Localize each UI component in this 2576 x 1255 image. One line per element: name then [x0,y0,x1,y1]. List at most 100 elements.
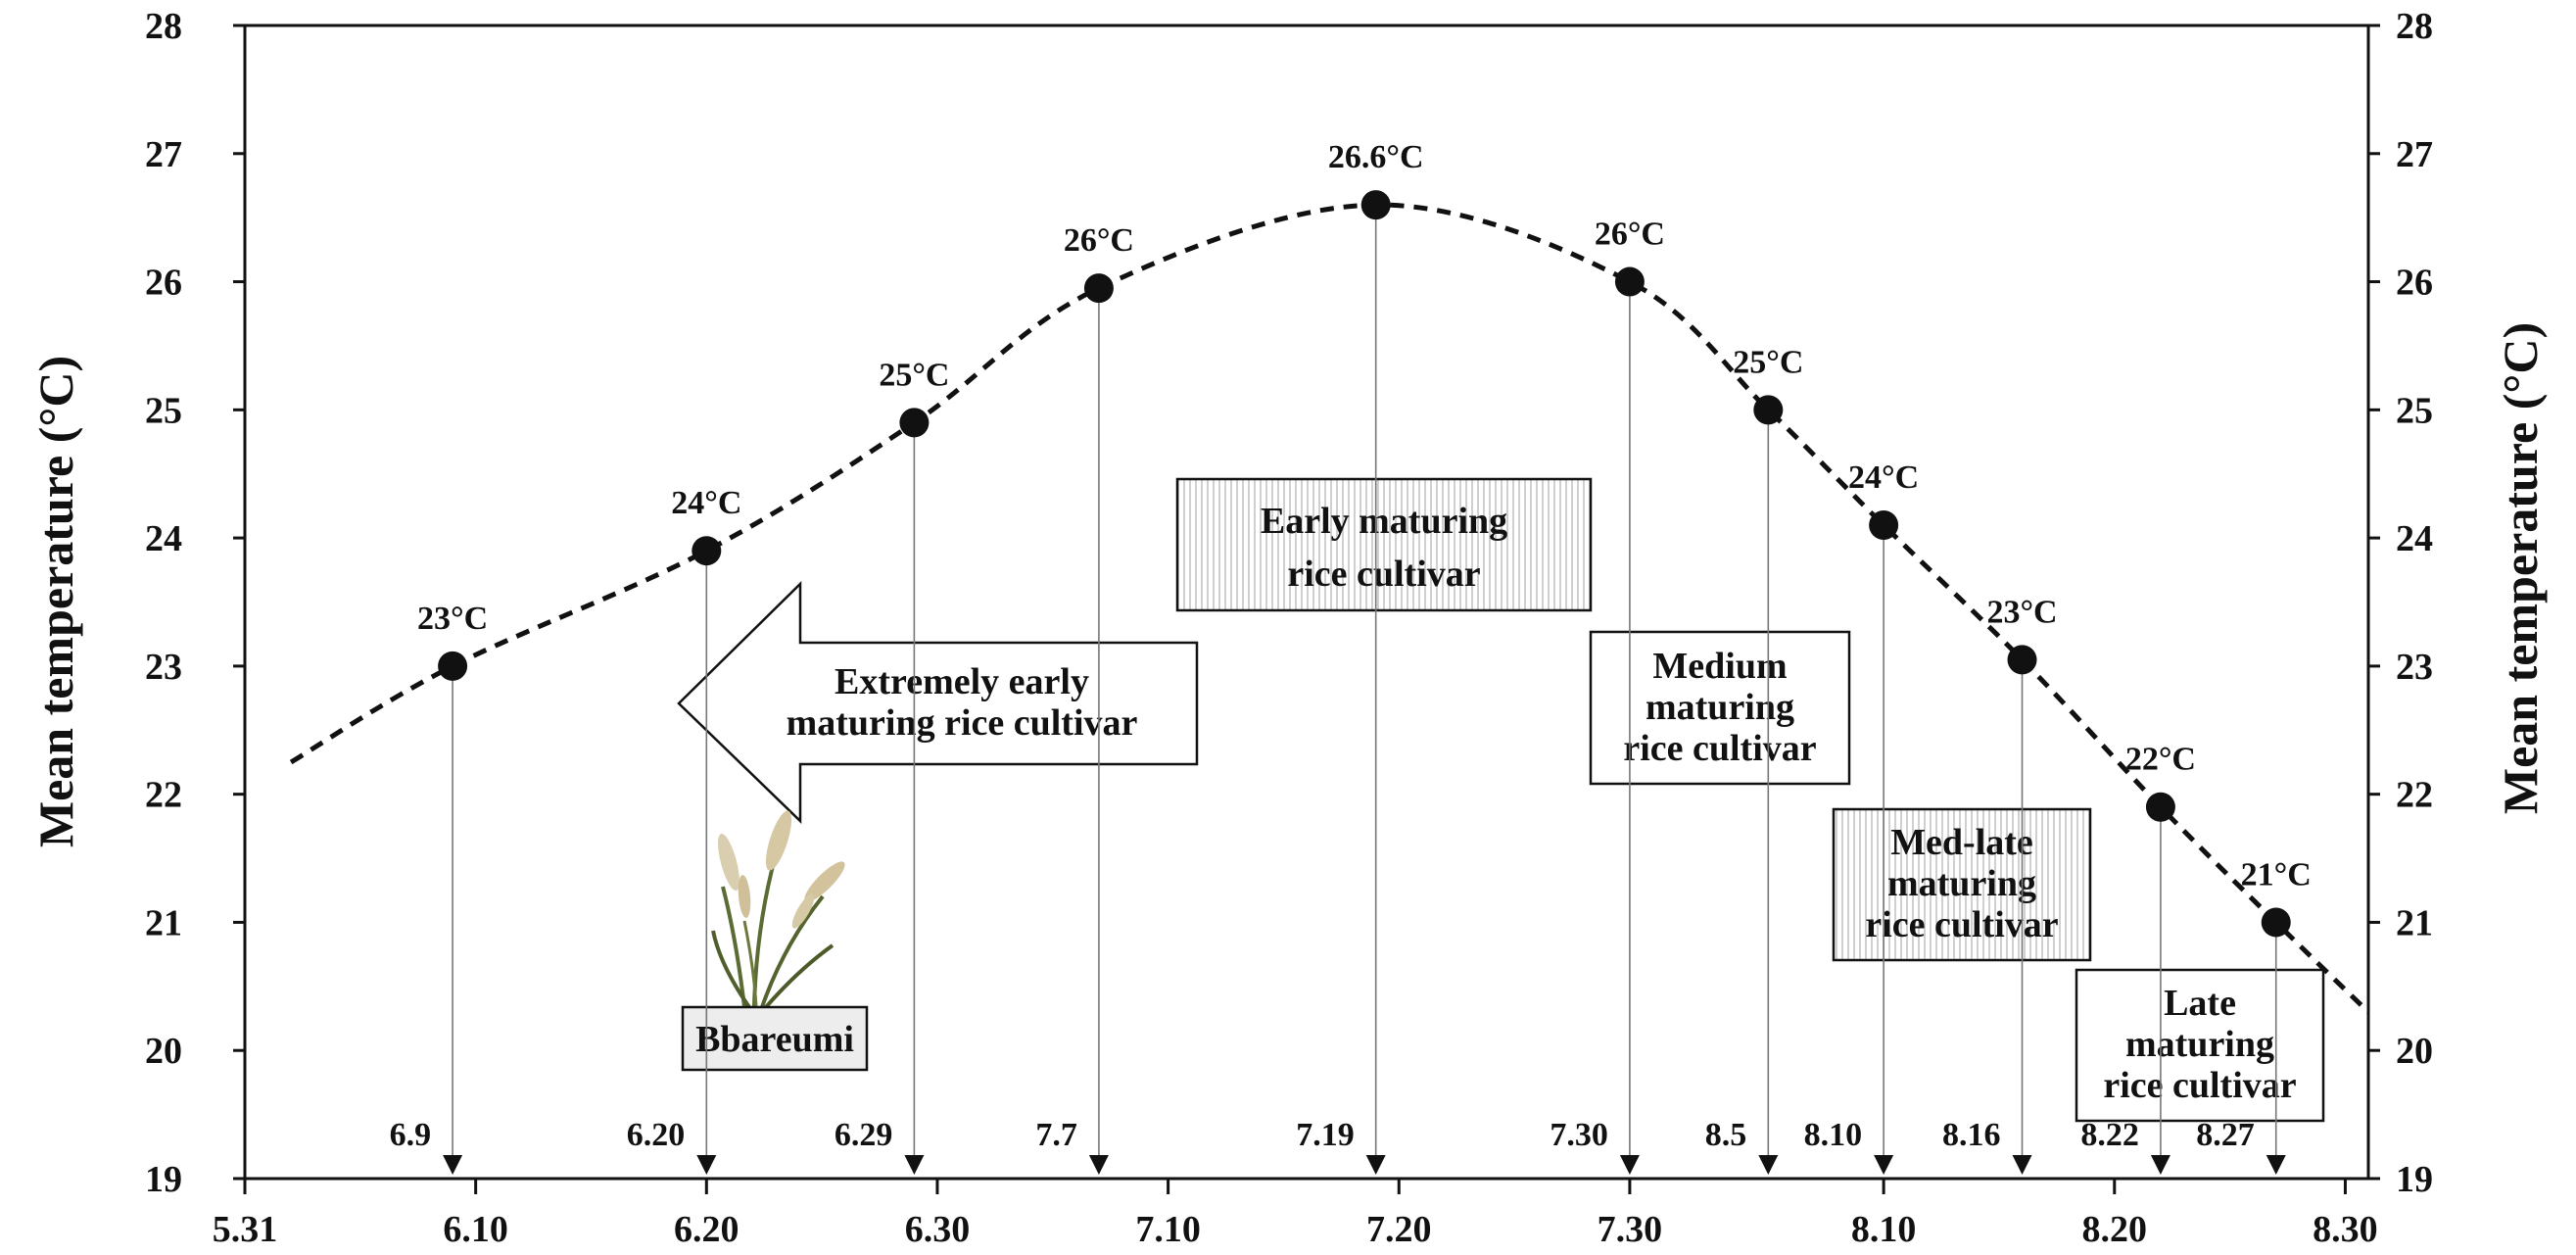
y-tick-left-label: 22 [145,775,182,816]
drop-arrow-icon [1365,1155,1386,1175]
annotation-medium: Medium maturing rice cultivar [1589,630,1851,786]
date-label: 6.20 [627,1117,686,1153]
y-axis-right: 19 20 21 22 23 24 25 26 27 28 [2368,6,2433,1200]
y-tick-left-label: 28 [145,6,182,47]
date-label: 8.22 [2080,1117,2139,1153]
x-tick-label: 5.31 [213,1209,278,1250]
data-point [2007,645,2037,675]
data-point [438,651,468,681]
x-tick-label: 6.30 [905,1209,971,1250]
data-point [1360,190,1391,220]
drop-arrow-icon [443,1155,463,1175]
point-label: 24°C [1848,459,1919,496]
point-labels: 23°C 24°C 25°C 26°C 26.6°C 26°C 25°C 24°C 23°C 22… [417,139,2312,893]
point-label: 26°C [1595,217,1665,253]
y-tick-left-label: 27 [145,134,182,175]
data-point [1753,395,1784,425]
y-tick-right-label: 21 [2396,902,2433,943]
date-label: 8.10 [1804,1117,1863,1153]
x-tick-label: 8.20 [2082,1209,2148,1250]
x-tick-label: 6.10 [443,1209,508,1250]
x-axis: 5.31 6.10 6.20 6.30 7.10 7.20 7.30 8.10 8.20 8.30 [213,1179,2378,1250]
date-label: 6.9 [390,1117,432,1153]
drop-arrow-icon [1088,1155,1109,1175]
x-tick-label: 8.10 [1851,1209,1917,1250]
drop-lines [443,205,2286,1175]
data-point [1869,510,1899,541]
data-point [2261,907,2291,938]
data-point [2145,792,2175,822]
y-tick-right-label: 24 [2396,518,2433,559]
y-tick-right-label: 22 [2396,775,2433,816]
point-label: 26.6°C [1328,139,1424,175]
y-axis-left: 19 20 21 22 23 24 25 26 27 28 [145,6,245,1200]
point-label: 26°C [1064,222,1134,259]
drop-arrow-icon [696,1155,717,1175]
date-label: 8.5 [1705,1117,1747,1153]
y-tick-left-label: 21 [145,902,182,943]
y-tick-left-label: 25 [145,390,182,431]
date-label: 7.19 [1296,1117,1355,1153]
svg-text:Bbareumi: Bbareumi [695,1019,854,1060]
date-label: 7.30 [1550,1117,1608,1153]
annotation-med-late: Med-late maturing rice cultivar [1832,807,2092,962]
drop-arrow-icon [2150,1155,2171,1175]
point-label: 22°C [2125,742,2196,778]
data-point [692,536,722,566]
date-labels: 6.9 6.20 6.29 7.7 7.19 7.30 8.5 8.10 8.16 8.22 8.2… [390,1117,2255,1153]
y-tick-right-label: 25 [2396,390,2433,431]
plant-label: Bbareumi [681,1005,869,1072]
date-label: 6.29 [835,1117,893,1153]
drop-arrow-icon [904,1155,925,1175]
x-tick-label: 6.20 [674,1209,739,1250]
y-tick-left-label: 23 [145,647,182,688]
date-label: 8.27 [2196,1117,2255,1153]
date-label: 8.16 [1942,1117,2001,1153]
x-tick-label: 7.20 [1366,1209,1432,1250]
drop-arrow-icon [2012,1155,2032,1175]
y-tick-left-label: 24 [145,518,182,559]
y-tick-right-label: 26 [2396,263,2433,304]
point-label: 21°C [2241,856,2312,893]
trend-curve-line [289,202,2370,1014]
date-label: 7.7 [1035,1117,1077,1153]
point-label: 25°C [1733,344,1803,380]
x-tick-label: 7.10 [1135,1209,1201,1250]
annotation-late: Late maturing rice cultivar [2075,968,2325,1123]
y-tick-right-label: 20 [2396,1031,2433,1072]
y-axis-label-left: Mean temperature (°C) [28,356,83,847]
drop-arrow-icon [1758,1155,1779,1175]
point-label: 25°C [879,357,949,393]
y-tick-left-label: 19 [145,1159,182,1200]
x-tick-label: 8.30 [2313,1209,2378,1250]
y-tick-left-label: 26 [145,263,182,304]
x-tick-label: 7.30 [1598,1209,1663,1250]
y-tick-right-label: 23 [2396,647,2433,688]
point-label: 23°C [417,601,488,637]
point-label: 23°C [1986,594,2057,630]
point-label: 24°C [671,485,741,521]
trend-curve [289,202,2370,1014]
data-point [899,408,930,438]
y-tick-right-label: 28 [2396,6,2433,47]
y-axis-label-right: Mean temperature (°C) [2493,322,2548,814]
annotation-early: Early maturing rice cultivar [1175,477,1593,612]
y-tick-right-label: 27 [2396,134,2433,175]
y-tick-left-label: 20 [145,1031,182,1072]
y-tick-right-label: 19 [2396,1159,2433,1200]
annotation-extremely-early-arrow: Extremely early maturing rice cultivar [677,581,1199,824]
data-point [1614,266,1645,297]
plot-frame [243,24,2370,1181]
drop-arrow-icon [1874,1155,1894,1175]
drop-arrow-icon [1619,1155,1640,1175]
data-points [438,190,2291,938]
plant-illustration-icon [711,810,845,1009]
drop-arrow-icon [2266,1155,2286,1175]
data-point [1083,273,1114,304]
